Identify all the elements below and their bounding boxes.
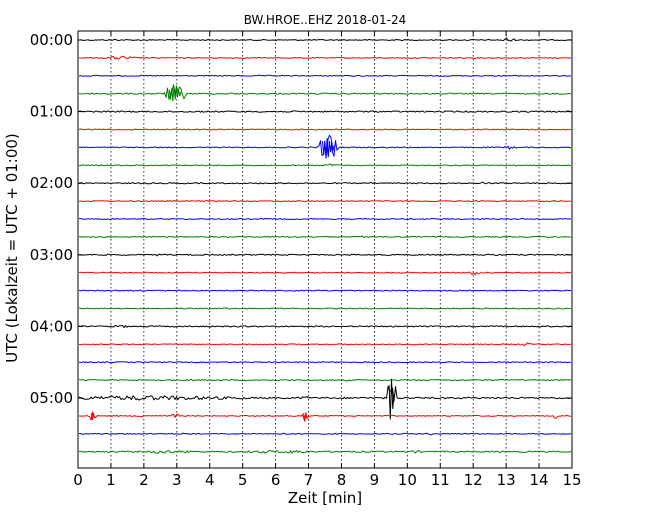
trace-row-0345 [78, 307, 572, 310]
x-tick-label: 13 [497, 471, 516, 489]
x-tick-label: 1 [106, 471, 116, 489]
trace-line [78, 200, 572, 203]
seismic-event-6.9 [303, 412, 308, 422]
trace-row-0545 [78, 449, 572, 454]
x-tick-label: 8 [337, 471, 347, 489]
trace-line [78, 84, 572, 100]
trace-row-0330 [78, 289, 572, 292]
x-tick-label: 10 [398, 471, 417, 489]
trace-row-0530 [78, 432, 572, 436]
y-tick-label: 02:00 [30, 174, 73, 192]
trace-row-0500 [78, 378, 572, 420]
x-tick-label: 4 [205, 471, 215, 489]
trace-row-0100 [78, 110, 572, 113]
x-tick-label: 7 [304, 471, 314, 489]
seismic-event-9.52 [388, 378, 395, 420]
x-axis-ticks: 0 1 2 3 4 5 6 7 8 9 10 11 12 13 14 15 [73, 31, 582, 489]
trace-line [78, 253, 572, 257]
y-tick-label: 05:00 [30, 389, 73, 407]
trace-row-0030 [78, 74, 572, 77]
trace-line [78, 128, 572, 131]
trace-row-0115 [78, 128, 572, 131]
trace-line [78, 289, 572, 292]
trace-line [78, 361, 572, 364]
trace-line [78, 235, 572, 239]
trace-line [78, 271, 572, 276]
x-axis-label: Zeit [min] [288, 489, 362, 507]
trace-line [78, 449, 572, 454]
y-tick-label: 01:00 [30, 103, 73, 121]
trace-row-0200 [78, 181, 572, 185]
trace-row-0245 [78, 235, 572, 239]
trace-line [78, 342, 572, 347]
x-tick-label: 6 [271, 471, 281, 489]
x-tick-label: 11 [431, 471, 450, 489]
x-tick-label: 2 [139, 471, 149, 489]
chart-title: BW.HROE..EHZ 2018-01-24 [244, 13, 407, 27]
x-tick-label: 0 [73, 471, 83, 489]
seismic-event-0.45 [90, 413, 95, 421]
trace-row-0315 [78, 271, 572, 276]
x-tick-label: 3 [172, 471, 182, 489]
trace-row-0430 [78, 361, 572, 364]
y-tick-label: 04:00 [30, 317, 73, 335]
trace-line [78, 181, 572, 185]
x-tick-label: 12 [464, 471, 483, 489]
trace-row-0130 [78, 134, 572, 159]
seismic-event-2.95 [168, 86, 182, 102]
x-tick-label: 9 [370, 471, 380, 489]
trace-line [78, 432, 572, 436]
y-axis-ticks: 00:00 01:00 02:00 03:00 04:00 05:00 [30, 31, 572, 407]
trace-row-0400 [78, 324, 572, 329]
trace-line [78, 37, 572, 42]
x-tick-label: 15 [562, 471, 581, 489]
x-tick-label: 14 [530, 471, 549, 489]
trace-row-0415 [78, 342, 572, 347]
trace-line [78, 74, 572, 77]
y-axis-label: UTC (Lokalzeit = UTC + 01:00) [3, 133, 21, 363]
trace-row-0300 [78, 253, 572, 257]
trace-row-0000 [78, 37, 572, 42]
trace-line [78, 307, 572, 310]
trace-line [78, 163, 572, 167]
trace-row-0045 [78, 84, 572, 102]
trace-line [78, 55, 572, 60]
trace-line [78, 324, 572, 329]
vertical-grid [110, 31, 540, 468]
trace-row-0015 [78, 55, 572, 60]
trace-row-0145 [78, 163, 572, 167]
trace-line [78, 218, 572, 220]
trace-row-0230 [78, 218, 572, 220]
trace-row-0515 [78, 411, 572, 422]
trace-line [78, 411, 572, 421]
y-tick-label: 00:00 [30, 31, 73, 49]
trace-line [78, 386, 572, 402]
x-tick-label: 5 [238, 471, 248, 489]
seismic-traces [78, 37, 572, 454]
y-tick-label: 03:00 [30, 246, 73, 264]
trace-line [78, 110, 572, 113]
plot-frame [77, 30, 573, 469]
trace-line [78, 379, 572, 382]
seismic-event-7.6 [322, 137, 335, 159]
trace-row-0445 [78, 379, 572, 382]
trace-row-0215 [78, 200, 572, 203]
